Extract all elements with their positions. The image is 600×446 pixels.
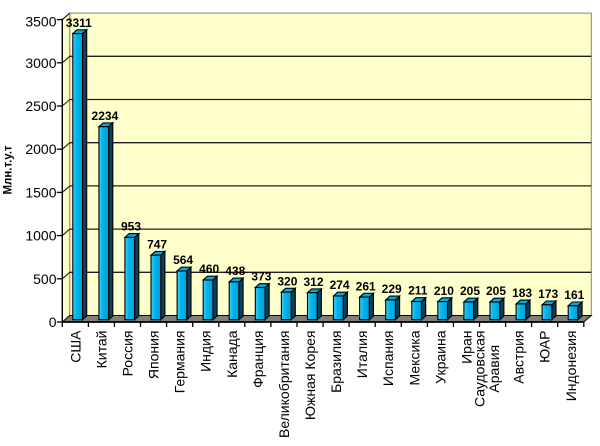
svg-text:Испания: Испания	[380, 331, 396, 387]
svg-text:953: 953	[121, 220, 141, 234]
svg-text:205: 205	[486, 284, 506, 298]
svg-text:173: 173	[538, 287, 558, 301]
svg-text:460: 460	[199, 262, 219, 276]
svg-text:Россия: Россия	[120, 331, 136, 377]
svg-text:Австрия: Австрия	[511, 331, 527, 384]
svg-text:Франция: Франция	[250, 331, 266, 388]
svg-text:183: 183	[512, 286, 532, 300]
svg-text:США: США	[67, 330, 83, 363]
svg-text:ЮАР: ЮАР	[537, 331, 553, 363]
svg-text:Украина: Украина	[432, 330, 448, 384]
svg-text:3500: 3500	[25, 14, 56, 30]
svg-text:Саудовская: Саудовская	[472, 331, 488, 407]
svg-text:747: 747	[147, 237, 167, 251]
svg-text:Китай: Китай	[93, 331, 109, 369]
svg-text:Индия: Индия	[198, 331, 214, 372]
svg-text:320: 320	[277, 274, 297, 288]
svg-text:210: 210	[434, 284, 454, 298]
svg-text:Млн.т.у.т: Млн.т.у.т	[3, 145, 15, 194]
svg-text:3000: 3000	[25, 55, 56, 71]
svg-text:Канада: Канада	[224, 330, 240, 378]
svg-text:Италия: Италия	[354, 331, 370, 379]
svg-text:373: 373	[251, 270, 271, 284]
svg-text:Южная Корея: Южная Корея	[302, 331, 318, 421]
svg-text:500: 500	[33, 271, 57, 287]
svg-text:Великобритания: Великобритания	[276, 331, 292, 439]
svg-text:229: 229	[382, 282, 402, 296]
svg-text:1500: 1500	[25, 184, 56, 200]
svg-text:261: 261	[356, 279, 376, 293]
svg-text:312: 312	[303, 275, 323, 289]
svg-text:Мексика: Мексика	[406, 330, 422, 385]
svg-text:274: 274	[330, 278, 350, 292]
svg-text:438: 438	[225, 264, 245, 278]
svg-text:Бразилия: Бразилия	[328, 331, 344, 393]
svg-text:161: 161	[564, 288, 584, 302]
svg-text:Германия: Германия	[172, 331, 188, 394]
svg-text:Япония: Япония	[146, 331, 162, 380]
svg-text:Аравия: Аравия	[486, 345, 502, 393]
svg-text:205: 205	[460, 284, 480, 298]
svg-text:2500: 2500	[25, 98, 56, 114]
svg-text:2234: 2234	[92, 109, 119, 123]
svg-text:0: 0	[49, 314, 57, 330]
svg-text:Иран: Иран	[459, 331, 475, 364]
svg-text:3311: 3311	[66, 16, 92, 30]
svg-text:564: 564	[173, 253, 193, 267]
svg-text:211: 211	[408, 284, 428, 298]
svg-text:Индонезия: Индонезия	[563, 331, 579, 402]
svg-text:1000: 1000	[25, 228, 56, 244]
svg-text:2000: 2000	[25, 141, 56, 157]
